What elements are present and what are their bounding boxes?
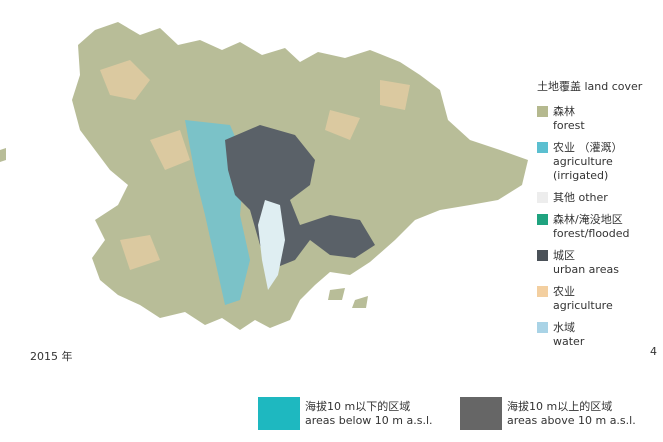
legend-swatch	[537, 142, 548, 153]
legend-swatch	[537, 286, 548, 297]
legend-swatch	[537, 214, 548, 225]
region-agriculture	[100, 60, 410, 270]
elevation-label: areas above 10 m a.s.l.	[507, 414, 636, 427]
page-number: 4	[650, 345, 657, 358]
legend-label: (irrigated)	[553, 169, 608, 182]
legend-swatch	[537, 250, 548, 261]
elevation-swatch	[460, 397, 502, 430]
year-label: 2015 年	[30, 349, 73, 363]
legend-label: 森林	[553, 104, 575, 118]
legend-label: water	[553, 335, 585, 348]
legend-label: agriculture	[553, 299, 613, 312]
legend-label: 农业	[553, 284, 575, 298]
legend-swatch	[537, 322, 548, 333]
elevation-label: areas below 10 m a.s.l.	[305, 414, 433, 427]
map	[0, 22, 528, 330]
legend-label: 森林/淹没地区	[553, 212, 623, 226]
legend-title: 土地覆盖 land cover	[537, 79, 643, 93]
region-islands	[0, 148, 368, 308]
legend-label: 其他 other	[553, 191, 608, 204]
legend-label: forest	[553, 119, 585, 132]
legend-label: 城区	[553, 249, 575, 262]
legend-label: forest/flooded	[553, 227, 630, 240]
elevation-swatch	[258, 397, 300, 430]
elevation-label: 海拔10 m以上的区域	[507, 399, 612, 413]
legend-label: 农业 （灌溉）	[553, 140, 623, 154]
legend-swatch	[537, 192, 548, 203]
legend-label: urban areas	[553, 263, 619, 276]
region-water	[258, 200, 285, 290]
legend-swatch	[537, 106, 548, 117]
elevation-label: 海拔10 m以下的区域	[305, 399, 410, 413]
legend-label: 水域	[553, 321, 575, 334]
legend-label: agriculture	[553, 155, 613, 168]
